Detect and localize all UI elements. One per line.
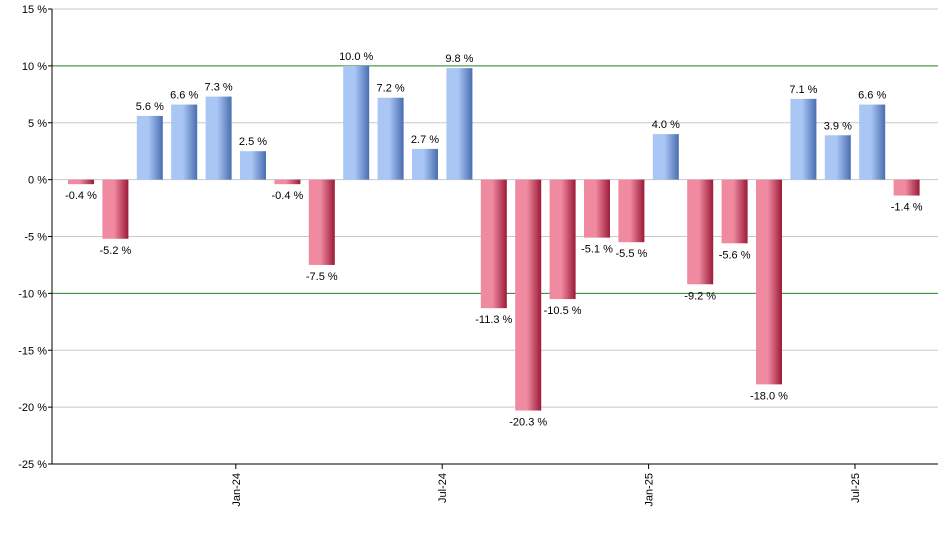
bars — [68, 65, 920, 411]
x-tick-label: Jul-25 — [850, 473, 862, 503]
y-axis-ticks: 15 % 10 % 5 % 0 % -5 % -10 % -15 % -20 % -25 % — [18, 4, 52, 471]
data-label: 4.0 % — [652, 119, 680, 131]
bar — [584, 179, 610, 238]
y-tick-label: -15 % — [18, 345, 47, 357]
data-label: -0.4 % — [272, 190, 304, 202]
bar — [549, 179, 576, 300]
y-tick-label: 5 % — [28, 118, 47, 130]
y-tick-label: -20 % — [18, 402, 47, 414]
bar — [240, 151, 266, 180]
data-label: -5.1 % — [581, 244, 613, 256]
data-label: -20.3 % — [509, 417, 547, 429]
bar — [652, 134, 679, 180]
bar — [446, 68, 473, 180]
data-label: -11.3 % — [475, 314, 512, 326]
bar — [824, 135, 851, 180]
data-label: 6.6 % — [170, 90, 198, 102]
data-label: -18.0 % — [750, 390, 788, 402]
data-label: 5.6 % — [136, 101, 164, 113]
y-tick-label: 10 % — [22, 61, 47, 73]
bar — [171, 104, 198, 180]
data-label: 7.2 % — [377, 83, 405, 95]
data-label: 2.5 % — [239, 136, 267, 148]
bar — [102, 179, 129, 239]
x-tick-label: Jul-24 — [437, 473, 449, 503]
x-tick-label: Jan-24 — [231, 473, 243, 507]
y-tick-label: -25 % — [18, 459, 47, 471]
bar — [68, 179, 94, 185]
data-label: 7.1 % — [789, 84, 817, 96]
data-label: -0.4 % — [65, 190, 97, 202]
data-label: -5.2 % — [100, 245, 132, 257]
bar — [136, 115, 163, 180]
data-label: -5.5 % — [616, 248, 648, 260]
data-label: -7.5 % — [306, 271, 338, 283]
bar — [308, 179, 335, 265]
bar — [618, 179, 645, 243]
data-labels: -0.4 % -5.2 % 5.6 % 6.6 % 7.3 % 2.5 % -0.4 % -7… — [65, 51, 923, 429]
bar — [480, 179, 507, 309]
data-label: -1.4 % — [891, 202, 923, 214]
bar — [721, 179, 748, 244]
y-tick-label: -10 % — [18, 288, 47, 300]
bar — [515, 179, 542, 411]
bar — [274, 179, 301, 185]
bar — [343, 65, 370, 180]
x-tick-label: Jan-25 — [644, 473, 656, 507]
data-label: 6.6 % — [858, 90, 886, 102]
data-label: 7.3 % — [205, 82, 233, 94]
data-label: 2.7 % — [411, 134, 439, 146]
bar — [859, 104, 886, 180]
bar — [893, 179, 920, 196]
data-label: -10.5 % — [544, 305, 582, 317]
data-label: 10.0 % — [339, 51, 373, 63]
y-tick-label: 15 % — [22, 4, 47, 16]
data-label: 9.8 % — [445, 53, 473, 65]
data-label: -9.2 % — [684, 290, 716, 302]
bar — [377, 97, 404, 180]
x-axis-ticks: Jan-24 Jul-24 Jan-25 Jul-25 — [231, 464, 862, 507]
data-label: -5.6 % — [719, 249, 751, 261]
bar — [756, 179, 782, 385]
y-tick-label: 0 % — [28, 175, 47, 187]
bar — [687, 179, 714, 285]
data-label: 3.9 % — [824, 120, 852, 132]
y-tick-label: -5 % — [24, 232, 47, 244]
bar — [205, 96, 232, 180]
bar — [790, 98, 817, 180]
bar — [412, 148, 438, 180]
